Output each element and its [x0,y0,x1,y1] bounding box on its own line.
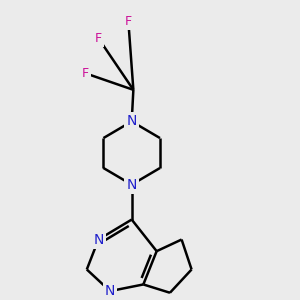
Text: N: N [93,232,103,247]
Text: N: N [127,114,137,128]
Text: F: F [125,15,132,28]
Text: N: N [127,178,137,192]
Text: F: F [82,67,89,80]
Text: F: F [95,32,102,45]
Text: N: N [105,284,115,298]
